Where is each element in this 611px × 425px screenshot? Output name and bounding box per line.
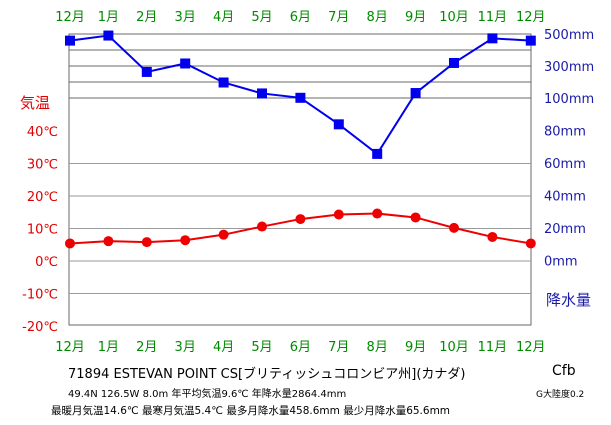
precipitation-point [103, 30, 114, 41]
month-label: 1月 [98, 10, 119, 25]
precipitation-tick-label: 0mm [544, 255, 578, 270]
continentality-index: G大陸度0.2 [536, 390, 585, 400]
month-labels-top: 12月 1月 2月 3月 4月 5月 6月 7月 8月 9月 10月 11月 12月 [55, 10, 545, 25]
precipitation-point [333, 119, 344, 130]
month-label: 5月 [251, 340, 272, 355]
temperature-tick-label: 40℃ [27, 125, 58, 140]
month-label: 2月 [136, 340, 157, 355]
temperature-tick-label: 20℃ [27, 190, 58, 205]
monthly-extremes: 最暖月気温14.6℃ 最寒月気温5.4℃ 最多月降水量458.6mm 最少月降水… [51, 405, 451, 417]
month-label: 7月 [328, 10, 349, 25]
precipitation-point [410, 88, 421, 99]
precipitation-tick-label: 20mm [544, 222, 586, 237]
month-label: 4月 [213, 10, 234, 25]
temperature-point [487, 231, 498, 242]
temperature-point [372, 208, 383, 219]
precipitation-point [295, 92, 306, 103]
precipitation-tick-label: 60mm [544, 157, 586, 172]
precipitation-point [525, 35, 536, 46]
temperature-series [65, 208, 536, 249]
precipitation-axis-labels: 500mm 300mm 100mm 80mm 60mm 40mm 20mm 0mm [544, 28, 594, 270]
temperature-point [410, 212, 421, 223]
temperature-axis-labels: 40℃ 30℃ 20℃ 10℃ 0℃ -10℃ -20℃ [22, 125, 58, 335]
month-label: 2月 [136, 10, 157, 25]
temperature-point [141, 237, 152, 248]
climate-classification: Cfb [552, 363, 576, 379]
month-label: 1月 [98, 340, 119, 355]
station-summary: 49.4N 126.5W 8.0m 年平均気温9.6℃ 年降水量2864.4mm [68, 389, 347, 400]
month-labels-bottom: 12月 1月 2月 3月 4月 5月 6月 7月 8月 9月 10月 11月 12月 [55, 340, 545, 355]
gridlines [69, 49, 531, 294]
month-label: 12月 [516, 340, 546, 355]
precipitation-point [65, 35, 75, 46]
precipitation-point [180, 58, 191, 69]
month-label: 8月 [367, 340, 388, 355]
plot-area-border [68, 33, 532, 326]
month-label: 5月 [251, 10, 272, 25]
month-label: 6月 [290, 10, 311, 25]
month-label: 3月 [175, 340, 196, 355]
precipitation-point [487, 33, 498, 44]
temperature-point [257, 221, 267, 232]
month-label: 10月 [439, 10, 469, 25]
temperature-point [333, 209, 344, 220]
precipitation-tick-label: 500mm [544, 28, 594, 43]
precipitation-point [372, 148, 383, 159]
month-label: 3月 [175, 10, 196, 25]
climograph-chart: 40℃ 30℃ 20℃ 10℃ 0℃ -10℃ -20℃ 500mm 300mm 100mm 80… [20, 10, 594, 355]
temperature-tick-label: 0℃ [35, 255, 58, 270]
temperature-tick-label: 10℃ [27, 223, 58, 238]
precipitation-tick-label: 100mm [544, 92, 594, 107]
precipitation-tick-label: 40mm [544, 190, 586, 205]
month-label: 8月 [367, 10, 388, 25]
month-label: 12月 [55, 10, 85, 25]
station-name: 71894 ESTEVAN POINT CS[ブリティッシュコロンビア州](カナ… [68, 367, 466, 382]
temperature-tick-label: -10℃ [22, 288, 58, 303]
precipitation-axis-title: 降水量 [546, 291, 591, 309]
month-label: 11月 [478, 10, 508, 25]
month-label: 4月 [213, 340, 234, 355]
temperature-point [103, 236, 114, 247]
temperature-point [180, 235, 191, 246]
temperature-axis-title: 気温 [20, 94, 50, 112]
precipitation-point [449, 57, 459, 68]
month-label: 10月 [439, 340, 469, 355]
month-label: 12月 [55, 340, 85, 355]
precipitation-tick-label: 80mm [544, 125, 586, 140]
month-label: 9月 [405, 340, 426, 355]
precipitation-point [218, 77, 229, 88]
precipitation-point [141, 66, 152, 77]
precipitation-tick-label: 300mm [544, 60, 594, 75]
month-label: 7月 [328, 340, 349, 355]
temperature-point [295, 214, 306, 225]
precipitation-series [65, 30, 536, 159]
month-label: 9月 [405, 10, 426, 25]
temperature-tick-label: -20℃ [22, 320, 58, 335]
precipitation-point [257, 88, 267, 99]
month-label: 6月 [290, 340, 311, 355]
temperature-point [65, 238, 75, 249]
temperature-point [449, 222, 459, 233]
temperature-tick-label: 30℃ [27, 158, 58, 173]
month-label: 11月 [478, 340, 508, 355]
temperature-point [218, 229, 229, 240]
month-label: 12月 [516, 10, 546, 25]
temperature-point [525, 238, 536, 249]
